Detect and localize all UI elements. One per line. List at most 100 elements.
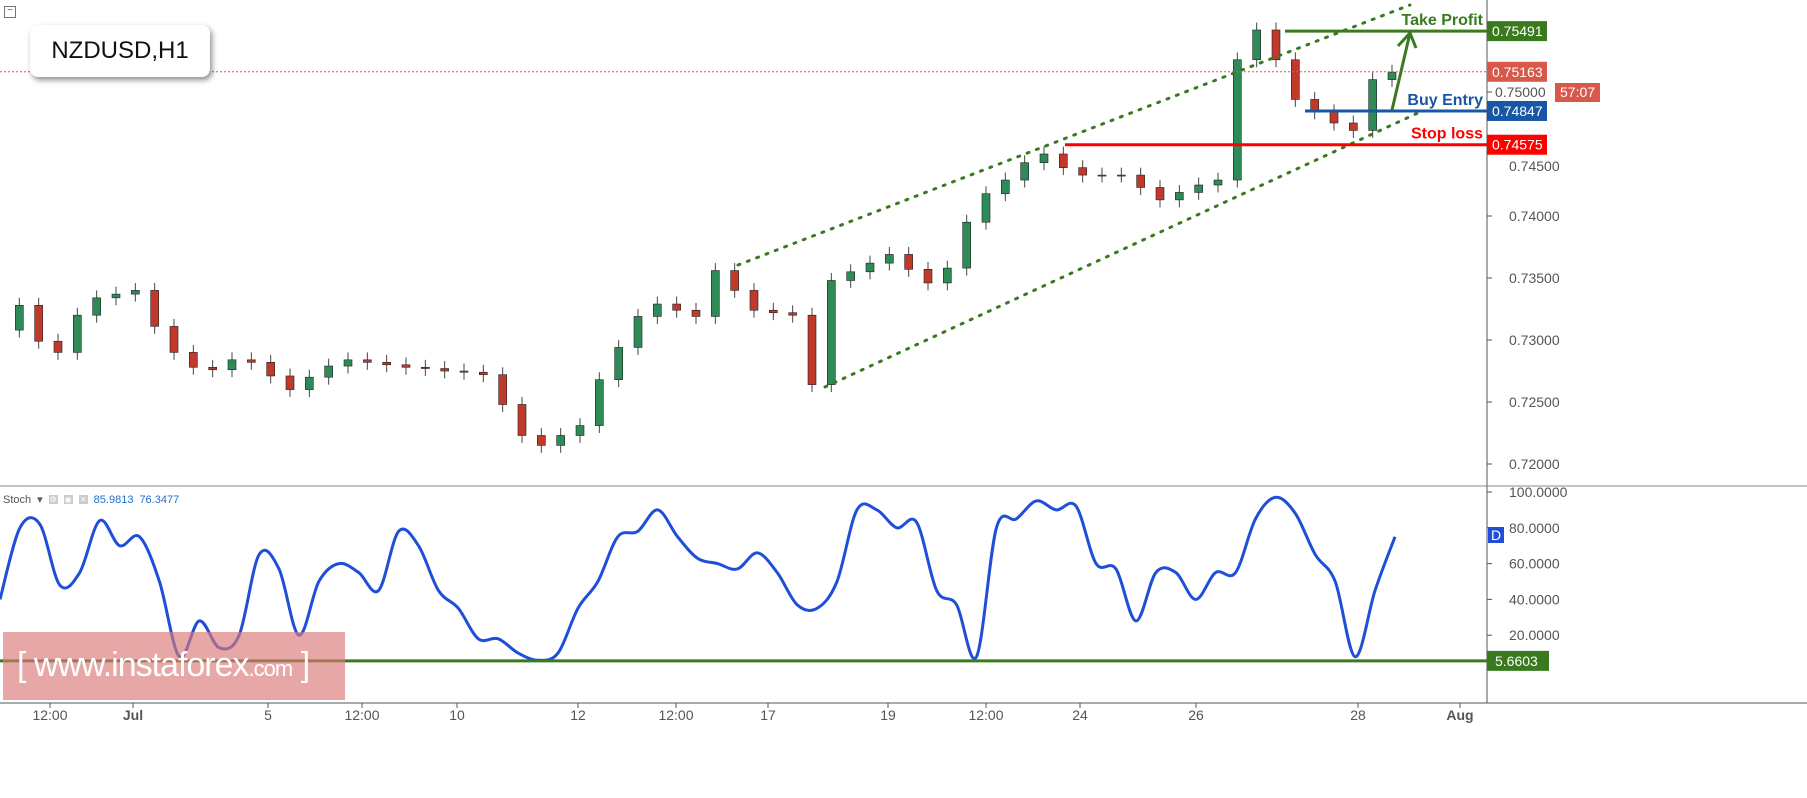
channel-lower-line <box>823 110 1422 389</box>
time-tick-label: 5 <box>264 707 272 723</box>
price-tick-label: 0.74500 <box>1509 158 1560 174</box>
candle <box>846 271 855 281</box>
stoch-value-main: 85.9813 <box>93 493 134 506</box>
candle <box>363 359 372 363</box>
stop-loss-label: Stop loss <box>1411 126 1483 143</box>
candle <box>1001 179 1010 194</box>
candle <box>827 280 836 385</box>
candle <box>227 359 237 371</box>
candle <box>711 270 720 317</box>
candle <box>691 309 701 317</box>
candle <box>1349 122 1358 131</box>
stoch-tick-label: 60.0000 <box>1509 556 1560 572</box>
candle <box>1155 187 1165 201</box>
candle <box>807 314 817 385</box>
candle <box>575 425 585 436</box>
candle <box>401 364 411 368</box>
candle <box>1136 174 1145 188</box>
candle <box>1078 167 1087 176</box>
candle <box>730 270 739 291</box>
candle <box>517 404 527 436</box>
buy-entry-price-tag <box>1487 100 1547 121</box>
price-tick-label: 0.75000 <box>1495 84 1546 100</box>
time-tick-label: 12:00 <box>344 707 379 723</box>
candle <box>962 221 971 269</box>
candle <box>923 269 933 284</box>
candle <box>1213 179 1223 186</box>
candle <box>633 316 643 348</box>
candle <box>189 352 198 368</box>
candle <box>865 262 875 273</box>
candle <box>749 290 759 311</box>
dropdown-icon[interactable]: ▾ <box>37 494 43 506</box>
time-tick-label: Aug <box>1446 707 1473 723</box>
stoch-level-tag <box>1487 650 1549 671</box>
channel-upper-line <box>736 3 1412 267</box>
candle <box>556 435 565 446</box>
candle <box>266 362 275 377</box>
candle <box>1097 174 1107 177</box>
stoch-level-text: 5.6603 <box>1495 653 1538 669</box>
candle <box>653 303 662 317</box>
candle <box>1368 79 1377 131</box>
candle <box>498 374 507 405</box>
time-tick-label: Jul <box>123 707 143 723</box>
current-price-text: 0.75163 <box>1492 64 1543 80</box>
candle <box>1039 153 1049 163</box>
time-tick-label: 19 <box>880 707 896 723</box>
current-price-tag <box>1487 61 1547 82</box>
stoch-header: Stoch ▾ ⚙ ◉ ✕ 85.9813 76.3477 <box>3 493 180 507</box>
candle <box>943 267 952 284</box>
close-icon[interactable]: ✕ <box>78 495 88 504</box>
take-profit-label: Take Profit <box>1402 12 1484 29</box>
candle <box>208 366 217 371</box>
candle <box>1020 162 1029 181</box>
candle <box>614 347 623 380</box>
watermark-logo: [ www.instaforex.com ] <box>3 632 345 700</box>
candle <box>73 314 82 353</box>
candle <box>1291 59 1300 100</box>
minimize-icon[interactable]: − <box>4 6 16 18</box>
time-tick-label: 17 <box>760 707 776 723</box>
candle <box>1175 192 1184 201</box>
candle <box>1117 174 1126 177</box>
time-tick-label: 24 <box>1072 707 1088 723</box>
time-tick-label: 28 <box>1350 707 1366 723</box>
candle <box>53 340 63 353</box>
buy-entry-price-text: 0.74847 <box>1492 103 1543 119</box>
price-tick-label: 0.72000 <box>1509 456 1560 472</box>
candle <box>885 254 894 264</box>
candle <box>285 375 295 390</box>
stoch-tick-label: 20.0000 <box>1509 627 1560 643</box>
time-tick-label: 12 <box>570 707 586 723</box>
candle <box>111 293 121 299</box>
price-tick-label: 0.72500 <box>1509 394 1560 410</box>
countdown-text: 57:07 <box>1560 84 1595 100</box>
time-tick-label: 12:00 <box>968 707 1003 723</box>
settings-icon[interactable]: ⚙ <box>48 495 58 504</box>
candle <box>595 379 604 426</box>
candle <box>92 297 101 316</box>
time-tick-label: 12:00 <box>658 707 693 723</box>
candle <box>672 303 681 311</box>
candle <box>1233 59 1242 181</box>
price-tick-label: 0.73500 <box>1509 270 1560 286</box>
target-arrow <box>1390 30 1418 111</box>
candle <box>382 362 391 366</box>
stoch-tick-label: 40.0000 <box>1509 591 1560 607</box>
candle <box>34 304 43 342</box>
stoch-value-signal: 76.3477 <box>139 493 180 506</box>
candle <box>1387 71 1397 80</box>
stoch-tick-label: 80.0000 <box>1509 520 1560 536</box>
time-tick-label: 10 <box>449 707 465 723</box>
candle <box>305 376 314 390</box>
buy-entry-label: Buy Entry <box>1407 92 1483 109</box>
candle <box>904 254 913 270</box>
candle <box>1059 153 1068 168</box>
candle <box>1252 29 1261 61</box>
candle <box>343 359 353 367</box>
candle <box>15 304 24 331</box>
visibility-icon[interactable]: ◉ <box>63 495 73 504</box>
